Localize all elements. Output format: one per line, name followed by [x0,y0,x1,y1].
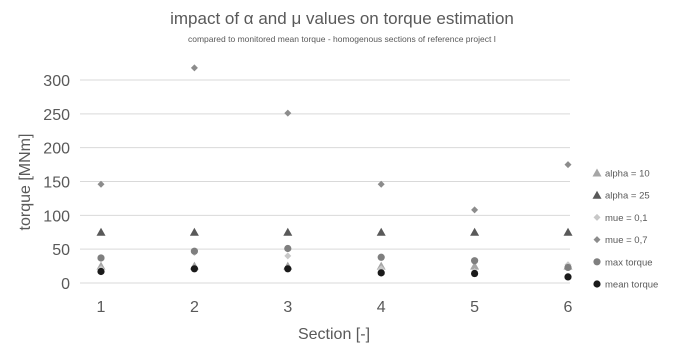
legend-marker [593,280,601,288]
data-point [190,247,198,255]
y-tick-label: 200 [43,141,70,158]
data-point [563,227,573,236]
y-tick-label: 0 [61,276,70,293]
data-point [471,257,479,265]
data-point [377,180,385,188]
gridlines [80,79,570,284]
y-tick-label: 300 [43,73,70,90]
legend-entry: mue = 0,7 [605,235,648,246]
x-tick-label: 1 [97,299,106,316]
data-point [284,109,292,117]
legend-marker [593,213,601,221]
data-point [283,227,293,236]
data-point [471,206,479,214]
data-point [564,161,572,169]
data-point [284,252,292,260]
x-tick-label: 4 [377,299,386,316]
x-axis-ticks: 1 2 3 4 5 6 [97,299,573,316]
x-tick-label: 3 [283,299,292,316]
data-point [377,253,385,261]
data-point [190,64,198,72]
y-tick-label: 50 [52,242,70,259]
legend-marker [592,168,602,177]
y-tick-label: 250 [43,107,70,124]
data-point [564,263,572,272]
x-tick-label: 6 [564,299,573,316]
x-tick-label: 5 [470,299,479,316]
data-point [97,267,105,276]
data-point [190,265,198,273]
data-point [376,227,386,236]
legend-entry: alpha = 10 [605,169,650,180]
data-point [284,244,292,253]
data-points [96,64,573,281]
x-tick-label: 2 [190,299,199,316]
data-point [97,180,105,188]
legend-entry: mean torque [605,280,658,291]
data-point [470,227,480,236]
y-axis-label: torque [MNm] [17,134,34,231]
data-point [189,227,199,236]
legend: alpha = 10 alpha = 25 mue = 0,1 mue = 0,7 ma… [592,168,658,291]
data-point [97,254,105,262]
legend-entry: mue = 0,1 [605,213,648,224]
data-point [470,261,480,270]
chart-title: impact of α and μ values on torque estim… [170,9,514,28]
data-point [96,227,106,236]
legend-marker [593,236,601,244]
data-point [471,269,479,278]
legend-marker [593,258,601,266]
legend-entry: alpha = 25 [605,191,650,202]
y-tick-label: 150 [43,175,70,192]
y-axis-ticks: 0 50 100 150 200 250 300 [43,73,70,293]
chart-subtitle: compared to monitored mean torque - homo… [188,34,496,44]
data-point [284,265,292,273]
legend-entry: max torque [605,257,653,268]
data-point [564,273,572,281]
data-point [377,269,385,277]
y-tick-label: 100 [43,208,70,225]
x-axis-label: Section [-] [298,326,370,343]
legend-marker [592,190,602,199]
